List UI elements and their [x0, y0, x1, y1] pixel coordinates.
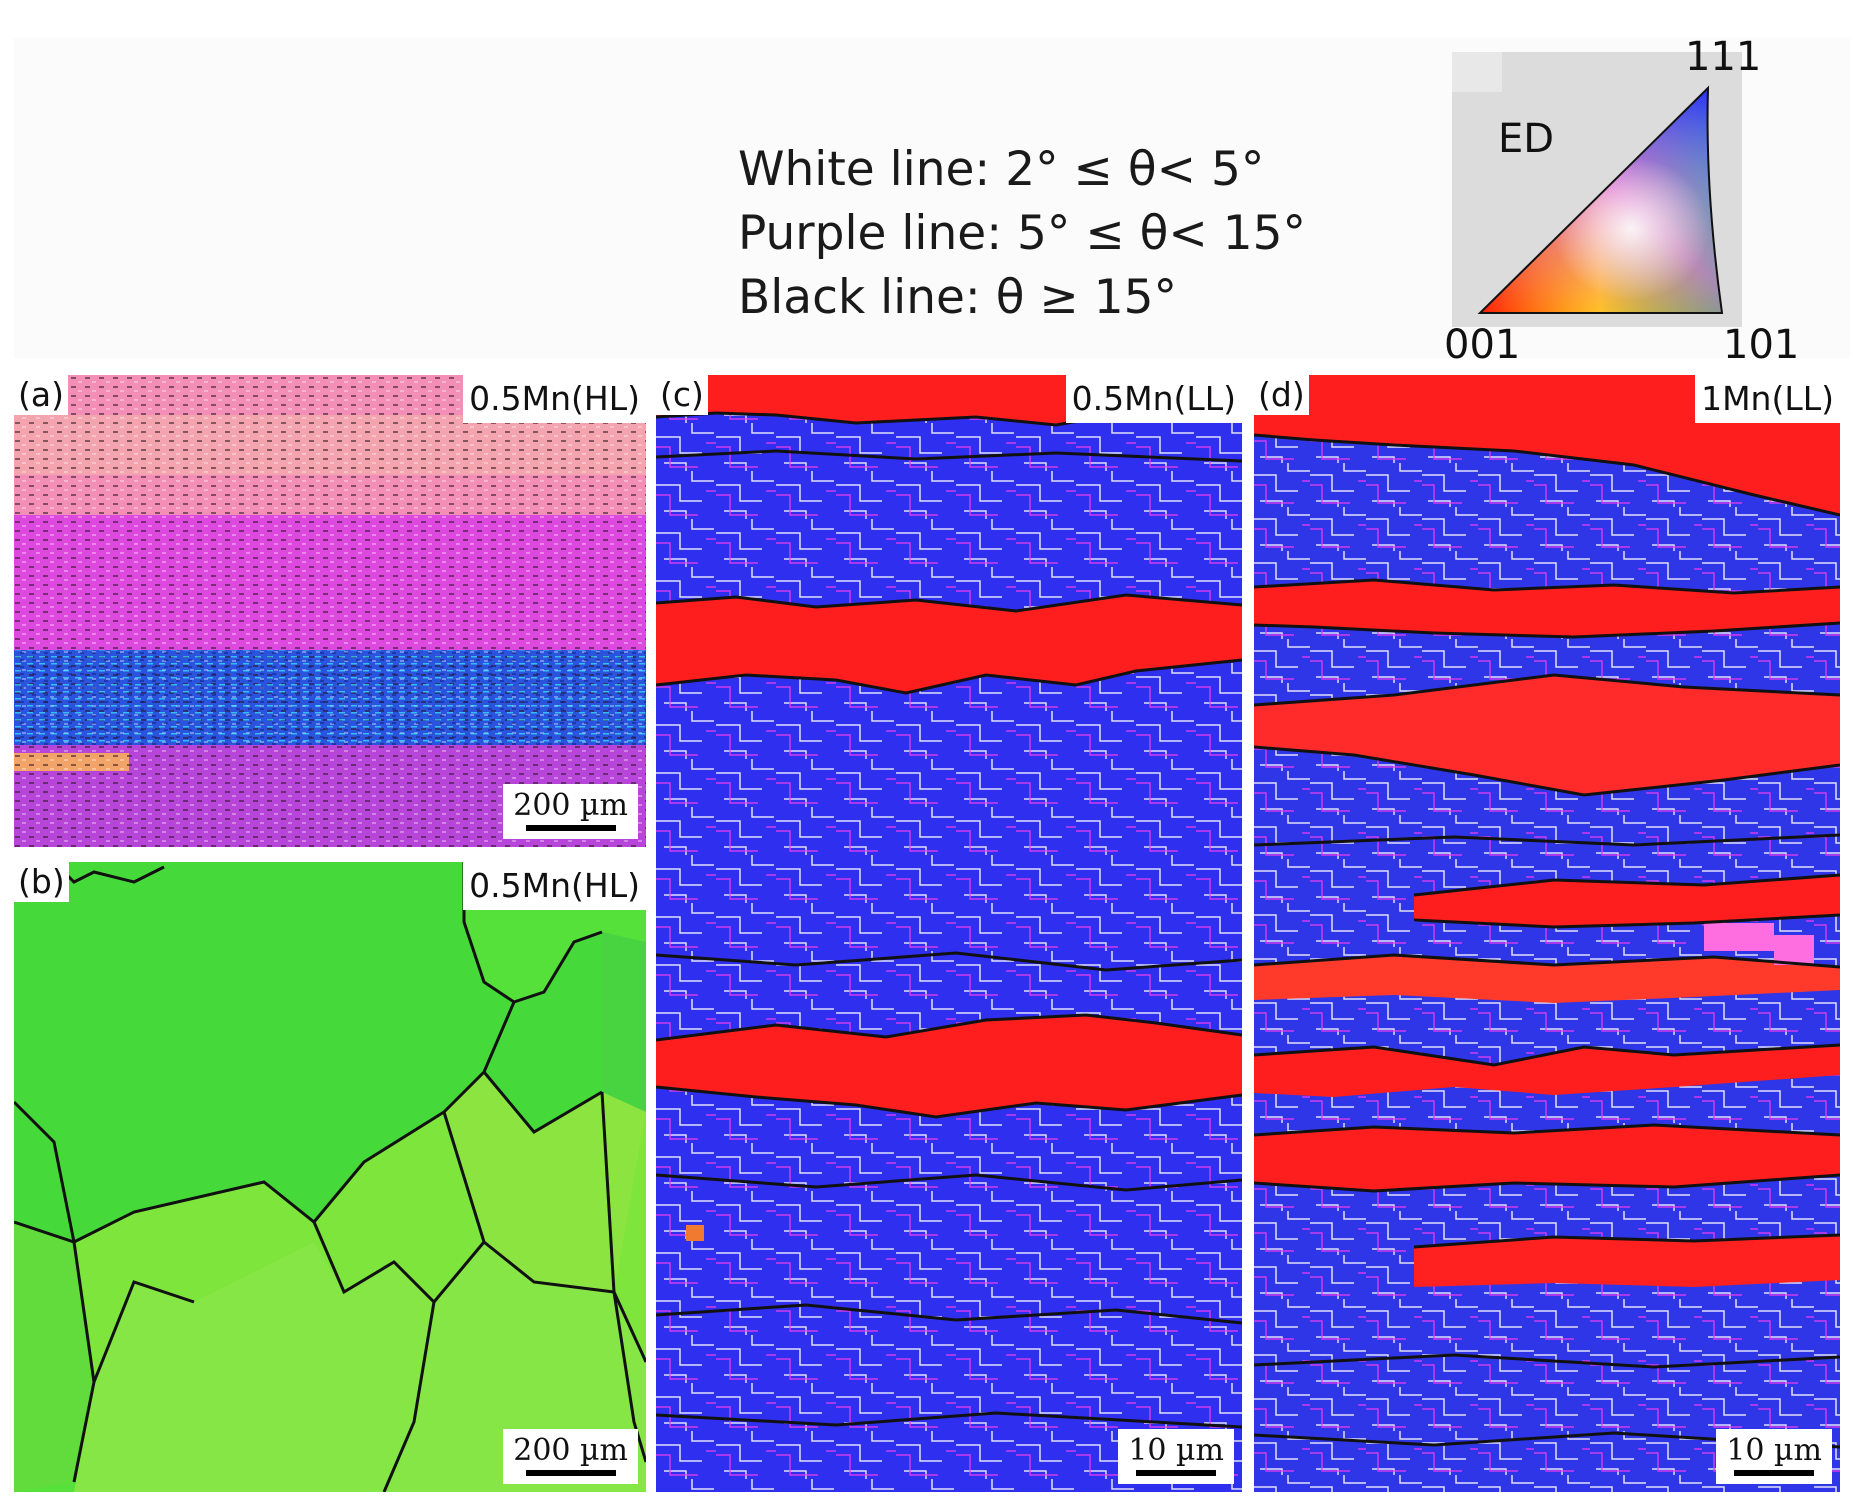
- legend-purple-line: Purple line: 5° ≤ θ< 15°: [738, 206, 1307, 261]
- boundary-legend: White line: 2° ≤ θ< 5° Purple line: 5° ≤…: [738, 138, 1306, 330]
- panel-c-scalebar: 10 µm: [1118, 1429, 1234, 1484]
- panel-a: (a) 0.5Mn(HL) 200 µm: [14, 375, 646, 847]
- panel-c-title: 0.5Mn(LL): [1065, 375, 1242, 423]
- ipf-triangle: [1452, 52, 1742, 327]
- panel-b: (b) 0.5Mn(HL) 200 µm: [14, 862, 646, 1492]
- panel-d-tag: (d): [1254, 375, 1309, 415]
- panel-d-scalebar: 10 µm: [1716, 1429, 1832, 1484]
- panel-c-scale-label: 10 µm: [1128, 1433, 1224, 1468]
- panel-c-scale-line: [1136, 1470, 1217, 1476]
- panel-a-scalebar: 200 µm: [503, 784, 638, 839]
- ipf-color-key: ED 001 101 111: [1440, 34, 1850, 370]
- panel-b-tag: (b): [14, 862, 69, 902]
- ipf-101-label: 101: [1723, 322, 1800, 368]
- panel-d: (d) 1Mn(LL) 10 µm: [1254, 375, 1840, 1492]
- panel-b-scale-line: [525, 1470, 616, 1476]
- panel-d-title: 1Mn(LL): [1695, 375, 1840, 423]
- panel-b-scalebar: 200 µm: [503, 1429, 638, 1484]
- panel-a-tag: (a): [14, 375, 68, 415]
- panel-b-scale-label: 200 µm: [513, 1433, 628, 1468]
- ipf-001-label: 001: [1444, 322, 1521, 368]
- panel-b-map: [14, 862, 646, 1492]
- panel-c: (c) 0.5Mn(LL) 10 µm: [656, 375, 1242, 1492]
- legend-white-line: White line: 2° ≤ θ< 5°: [738, 142, 1265, 197]
- panel-a-map: [14, 375, 646, 847]
- panel-a-scale-label: 200 µm: [513, 788, 628, 823]
- panel-c-map: [656, 375, 1242, 1492]
- panel-d-scale-label: 10 µm: [1726, 1433, 1822, 1468]
- panel-d-scale-line: [1734, 1470, 1815, 1476]
- ipf-111-label: 111: [1685, 34, 1762, 80]
- ipf-ed-label: ED: [1498, 116, 1555, 162]
- panel-b-title: 0.5Mn(HL): [463, 862, 646, 910]
- panel-a-scale-line: [525, 825, 616, 831]
- legend-black-line: Black line: θ ≥ 15°: [738, 270, 1178, 325]
- panel-d-map: [1254, 375, 1840, 1492]
- panel-a-title: 0.5Mn(HL): [463, 375, 646, 423]
- panel-c-tag: (c): [656, 375, 708, 415]
